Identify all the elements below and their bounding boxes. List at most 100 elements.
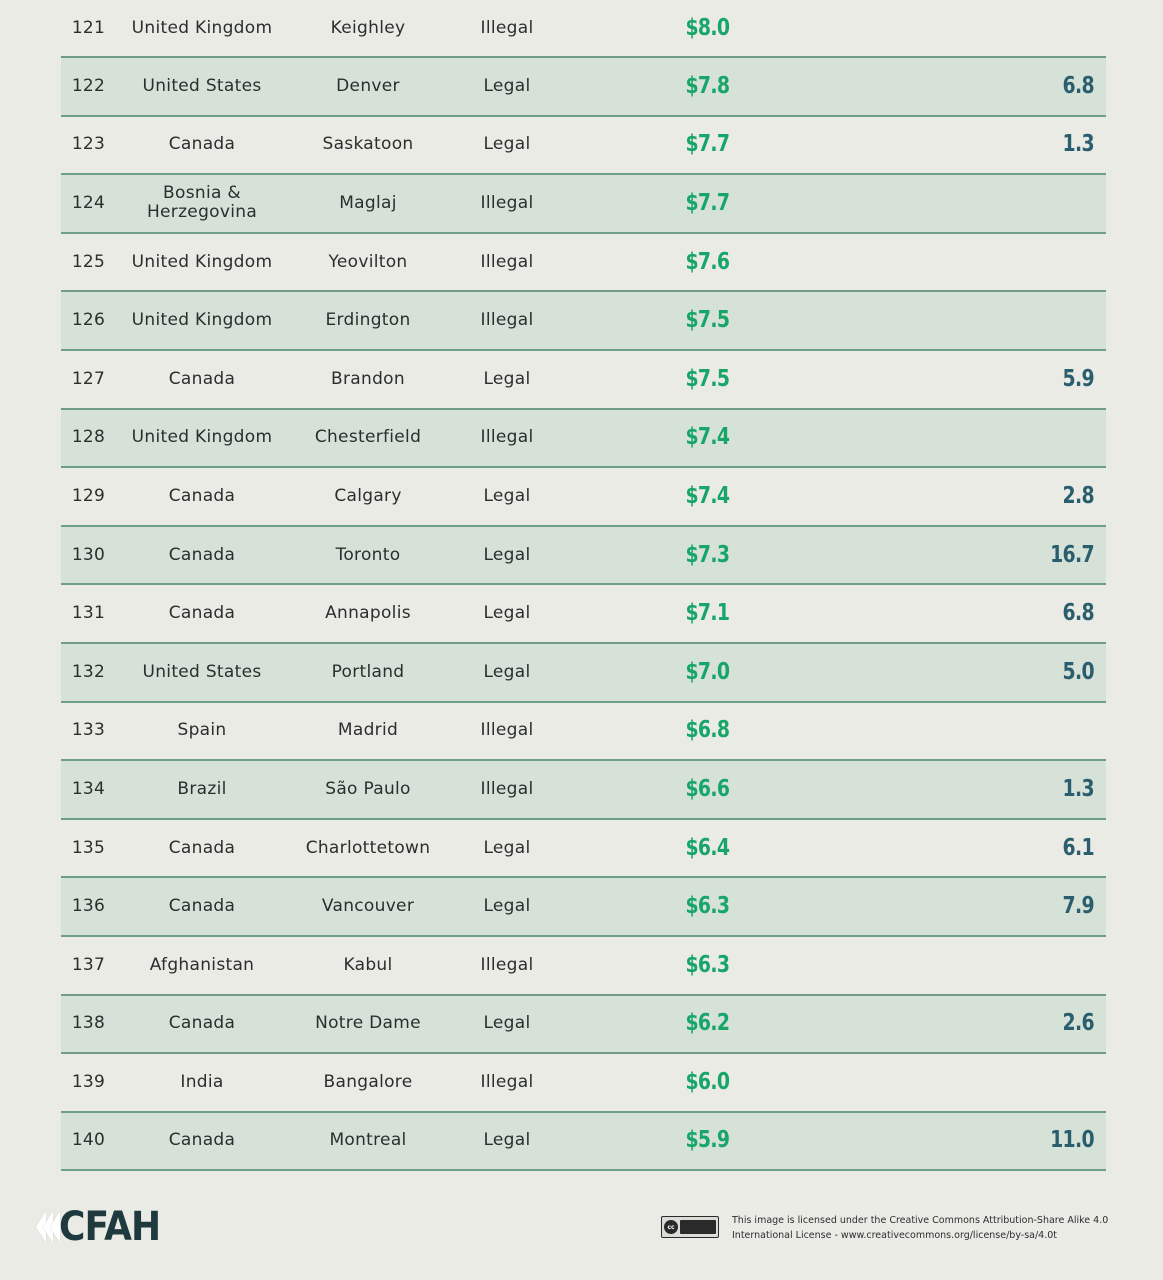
- table-row: 127 Canada Brandon Legal $7.5 5.9: [61, 351, 1106, 410]
- table-row: 139 India Bangalore Illegal $6.0: [61, 1054, 1106, 1113]
- extra-value-cell: 6.1: [1062, 834, 1095, 861]
- city-cell: Saskatoon: [322, 134, 414, 155]
- status-cell: Illegal: [480, 1071, 534, 1092]
- city-cell: Charlottetown: [305, 837, 431, 858]
- rank-cell: 137: [71, 954, 106, 975]
- table-row: 123 Canada Saskatoon Legal $7.7 1.3: [61, 117, 1106, 176]
- table-row: 135 Canada Charlottetown Legal $6.4 6.1: [61, 820, 1106, 879]
- table-row: 126 United Kingdom Erdington Illegal $7.5: [61, 292, 1106, 351]
- price-cell: $7.5: [685, 365, 730, 392]
- license-line-1: This image is licensed under the Creativ…: [732, 1215, 1109, 1226]
- price-cell: $6.6: [685, 775, 730, 802]
- country-cell: Spain: [177, 720, 227, 741]
- rank-cell: 135: [71, 837, 106, 858]
- price-cell: $5.9: [685, 1127, 730, 1154]
- price-cell: $7.7: [685, 189, 730, 216]
- rank-cell: 129: [71, 485, 106, 506]
- extra-value-cell: 6.8: [1062, 600, 1095, 627]
- price-cell: $7.5: [685, 307, 730, 334]
- country-cell: Canada: [168, 1013, 236, 1034]
- extra-value-cell: 2.6: [1062, 1010, 1095, 1037]
- logo-text: CFAH: [59, 1204, 161, 1250]
- extra-value-cell: 5.0: [1062, 658, 1095, 685]
- country-cell: United Kingdom: [131, 17, 273, 38]
- extra-value-cell: 16.7: [1050, 541, 1095, 568]
- city-cell: Annapolis: [325, 603, 411, 624]
- status-cell: Illegal: [480, 778, 534, 799]
- cfah-logo: CFAH: [36, 1202, 172, 1252]
- country-cell: Canada: [168, 544, 236, 565]
- city-cell: Bangalore: [323, 1071, 413, 1092]
- status-cell: Legal: [483, 75, 531, 96]
- city-cell: Notre Dame: [315, 1013, 421, 1034]
- status-cell: Illegal: [480, 17, 534, 38]
- city-cell: Madrid: [337, 720, 399, 741]
- chevron-left-icon: [36, 1211, 60, 1243]
- status-cell: Legal: [483, 134, 531, 155]
- license-line-2: International License - www.creativecomm…: [732, 1230, 1058, 1241]
- rank-cell: 133: [71, 720, 106, 741]
- table-row: 122 United States Denver Legal $7.8 6.8: [61, 58, 1106, 117]
- status-cell: Legal: [483, 603, 531, 624]
- country-cell: Afghanistan: [149, 954, 255, 975]
- extra-value-cell: 6.8: [1062, 72, 1095, 99]
- rank-cell: 134: [71, 778, 106, 799]
- extra-value-cell: [979, 1054, 1094, 1111]
- country-cell: Canada: [168, 1130, 236, 1151]
- table-row: 131 Canada Annapolis Legal $7.1 6.8: [61, 585, 1106, 644]
- city-cell: Keighley: [330, 17, 406, 38]
- rank-cell: 131: [71, 603, 106, 624]
- city-cell: Calgary: [334, 485, 402, 506]
- extra-value-cell: 5.9: [1062, 365, 1095, 392]
- price-cell: $7.1: [685, 600, 730, 627]
- country-cell: United Kingdom: [131, 251, 273, 272]
- table-row: 136 Canada Vancouver Legal $6.3 7.9: [61, 878, 1106, 937]
- city-cell: Brandon: [331, 368, 405, 389]
- ranking-table: 121 United Kingdom Keighley Illegal $8.0 122 U…: [61, 0, 1106, 1172]
- rank-cell: 130: [71, 544, 106, 565]
- table-row: 133 Spain Madrid Illegal $6.8: [61, 703, 1106, 762]
- rank-cell: 138: [71, 1013, 106, 1034]
- country-cell: Bosnia & Herzegovina: [146, 183, 258, 223]
- city-cell: Portland: [331, 661, 405, 682]
- city-cell: Erdington: [325, 310, 411, 331]
- city-cell: Yeovilton: [328, 251, 408, 272]
- status-cell: Legal: [483, 368, 531, 389]
- country-cell: Canada: [168, 837, 236, 858]
- extra-value-cell: [979, 703, 1094, 760]
- extra-value-cell: [979, 937, 1094, 994]
- extra-value-cell: [979, 175, 1094, 232]
- rank-cell: 127: [71, 368, 106, 389]
- city-cell: Kabul: [343, 954, 393, 975]
- rank-cell: 132: [71, 661, 106, 682]
- price-cell: $7.8: [685, 72, 730, 99]
- city-cell: Vancouver: [321, 896, 415, 917]
- extra-value-cell: [979, 292, 1094, 349]
- country-cell: United States: [142, 661, 262, 682]
- table-row: 124 Bosnia & Herzegovina Maglaj Illegal $7.7: [61, 175, 1106, 234]
- status-cell: Illegal: [480, 427, 534, 448]
- city-cell: São Paulo: [325, 778, 411, 799]
- table-row: 134 Brazil São Paulo Illegal $6.6 1.3: [61, 761, 1106, 820]
- city-cell: Chesterfield: [314, 427, 422, 448]
- rank-cell: 121: [71, 17, 106, 38]
- cc-by-sa-badge-icon: cc: [661, 1216, 719, 1238]
- extra-value-cell: [979, 410, 1094, 467]
- country-cell: Brazil: [177, 778, 227, 799]
- rank-cell: 126: [71, 310, 106, 331]
- country-cell: Canada: [168, 603, 236, 624]
- country-cell: Canada: [168, 485, 236, 506]
- extra-value-cell: 2.8: [1062, 482, 1095, 509]
- rank-cell: 140: [71, 1130, 106, 1151]
- table-row: 125 United Kingdom Yeovilton Illegal $7.6: [61, 234, 1106, 293]
- price-cell: $7.7: [685, 131, 730, 158]
- price-cell: $7.6: [685, 248, 730, 275]
- status-cell: Legal: [483, 485, 531, 506]
- price-cell: $7.4: [685, 482, 730, 509]
- extra-value-cell: [979, 234, 1094, 291]
- price-cell: $6.8: [685, 717, 730, 744]
- price-cell: $7.4: [685, 424, 730, 451]
- status-cell: Legal: [483, 837, 531, 858]
- country-cell: United Kingdom: [131, 427, 273, 448]
- rank-cell: 122: [71, 75, 106, 96]
